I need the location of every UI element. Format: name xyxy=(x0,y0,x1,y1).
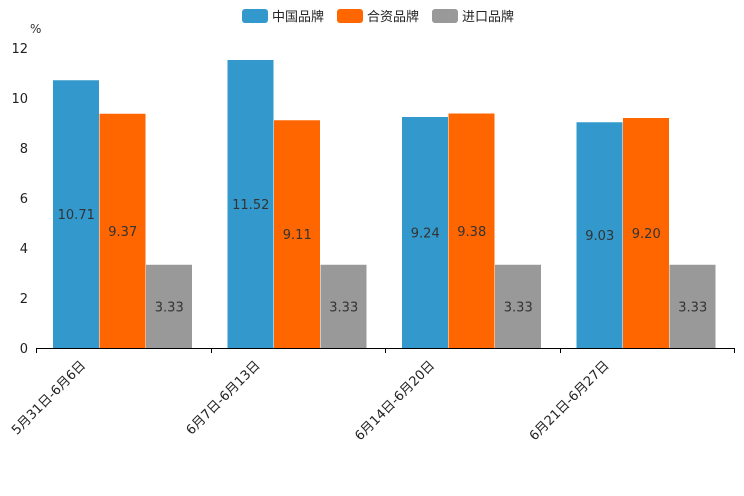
bar-value-label: 9.20 xyxy=(632,227,661,242)
x-axis: 5月31日-6月6日 6月7日-6月13日 6月14日-6月20日 6月21日-6月2… xyxy=(9,348,735,444)
bar xyxy=(623,118,669,348)
legend-swatch xyxy=(337,9,363,23)
bar xyxy=(402,117,448,348)
legend-label: 进口品牌 xyxy=(462,9,514,25)
bar xyxy=(53,80,99,348)
y-tick-label: 0 xyxy=(20,342,28,357)
bar-value-label: 9.37 xyxy=(108,225,137,240)
legend-swatch xyxy=(432,9,458,23)
bar xyxy=(99,113,146,348)
bar-value-label: 11.52 xyxy=(232,198,269,213)
bar-value-label: 3.33 xyxy=(504,300,533,315)
bar-value-label: 9.24 xyxy=(411,227,440,242)
bar-value-label: 9.03 xyxy=(585,229,614,244)
y-tick-label: 12 xyxy=(11,42,28,57)
bar xyxy=(669,264,716,348)
bar xyxy=(227,60,274,348)
bar-value-label: 10.71 xyxy=(58,208,95,223)
y-tick-label: 4 xyxy=(20,242,28,257)
y-tick-label: 2 xyxy=(20,292,28,307)
bar xyxy=(146,264,192,348)
x-tick-label: 5月31日-6月6日 xyxy=(9,358,89,438)
legend-label: 中国品牌 xyxy=(272,9,324,25)
bar xyxy=(274,120,320,348)
bar xyxy=(576,122,623,348)
bar-value-label: 3.33 xyxy=(155,300,184,315)
bar-value-label: 9.38 xyxy=(457,225,486,240)
legend-item: 进口品牌 xyxy=(432,9,514,25)
bar-value-label: 3.33 xyxy=(678,300,707,315)
legend-item: 合资品牌 xyxy=(337,9,419,25)
legend-item: 中国品牌 xyxy=(242,9,324,25)
x-tick-label: 6月21日-6月27日 xyxy=(527,358,613,444)
y-tick-label: 8 xyxy=(20,142,28,157)
legend: 中国品牌 合资品牌 进口品牌 xyxy=(242,9,514,25)
x-tick-label: 6月7日-6月13日 xyxy=(184,358,264,438)
bar xyxy=(320,264,367,348)
bar-value-label: 9.11 xyxy=(283,228,312,243)
legend-swatch xyxy=(242,9,268,23)
y-axis-unit-label: % xyxy=(30,22,41,36)
y-axis: 0 2 4 6 8 10 12 xyxy=(11,42,28,357)
x-tick-label: 6月14日-6月20日 xyxy=(352,358,438,444)
y-tick-label: 10 xyxy=(11,92,28,107)
bar xyxy=(495,264,541,348)
bar-value-label: 3.33 xyxy=(329,300,358,315)
legend-label: 合资品牌 xyxy=(367,9,419,25)
bar xyxy=(448,113,495,348)
y-tick-label: 6 xyxy=(20,192,28,207)
bars: 10.71 11.52 9.24 9.03 9.37 9.11 9.38 9.20 3.33 3.… xyxy=(53,60,716,348)
